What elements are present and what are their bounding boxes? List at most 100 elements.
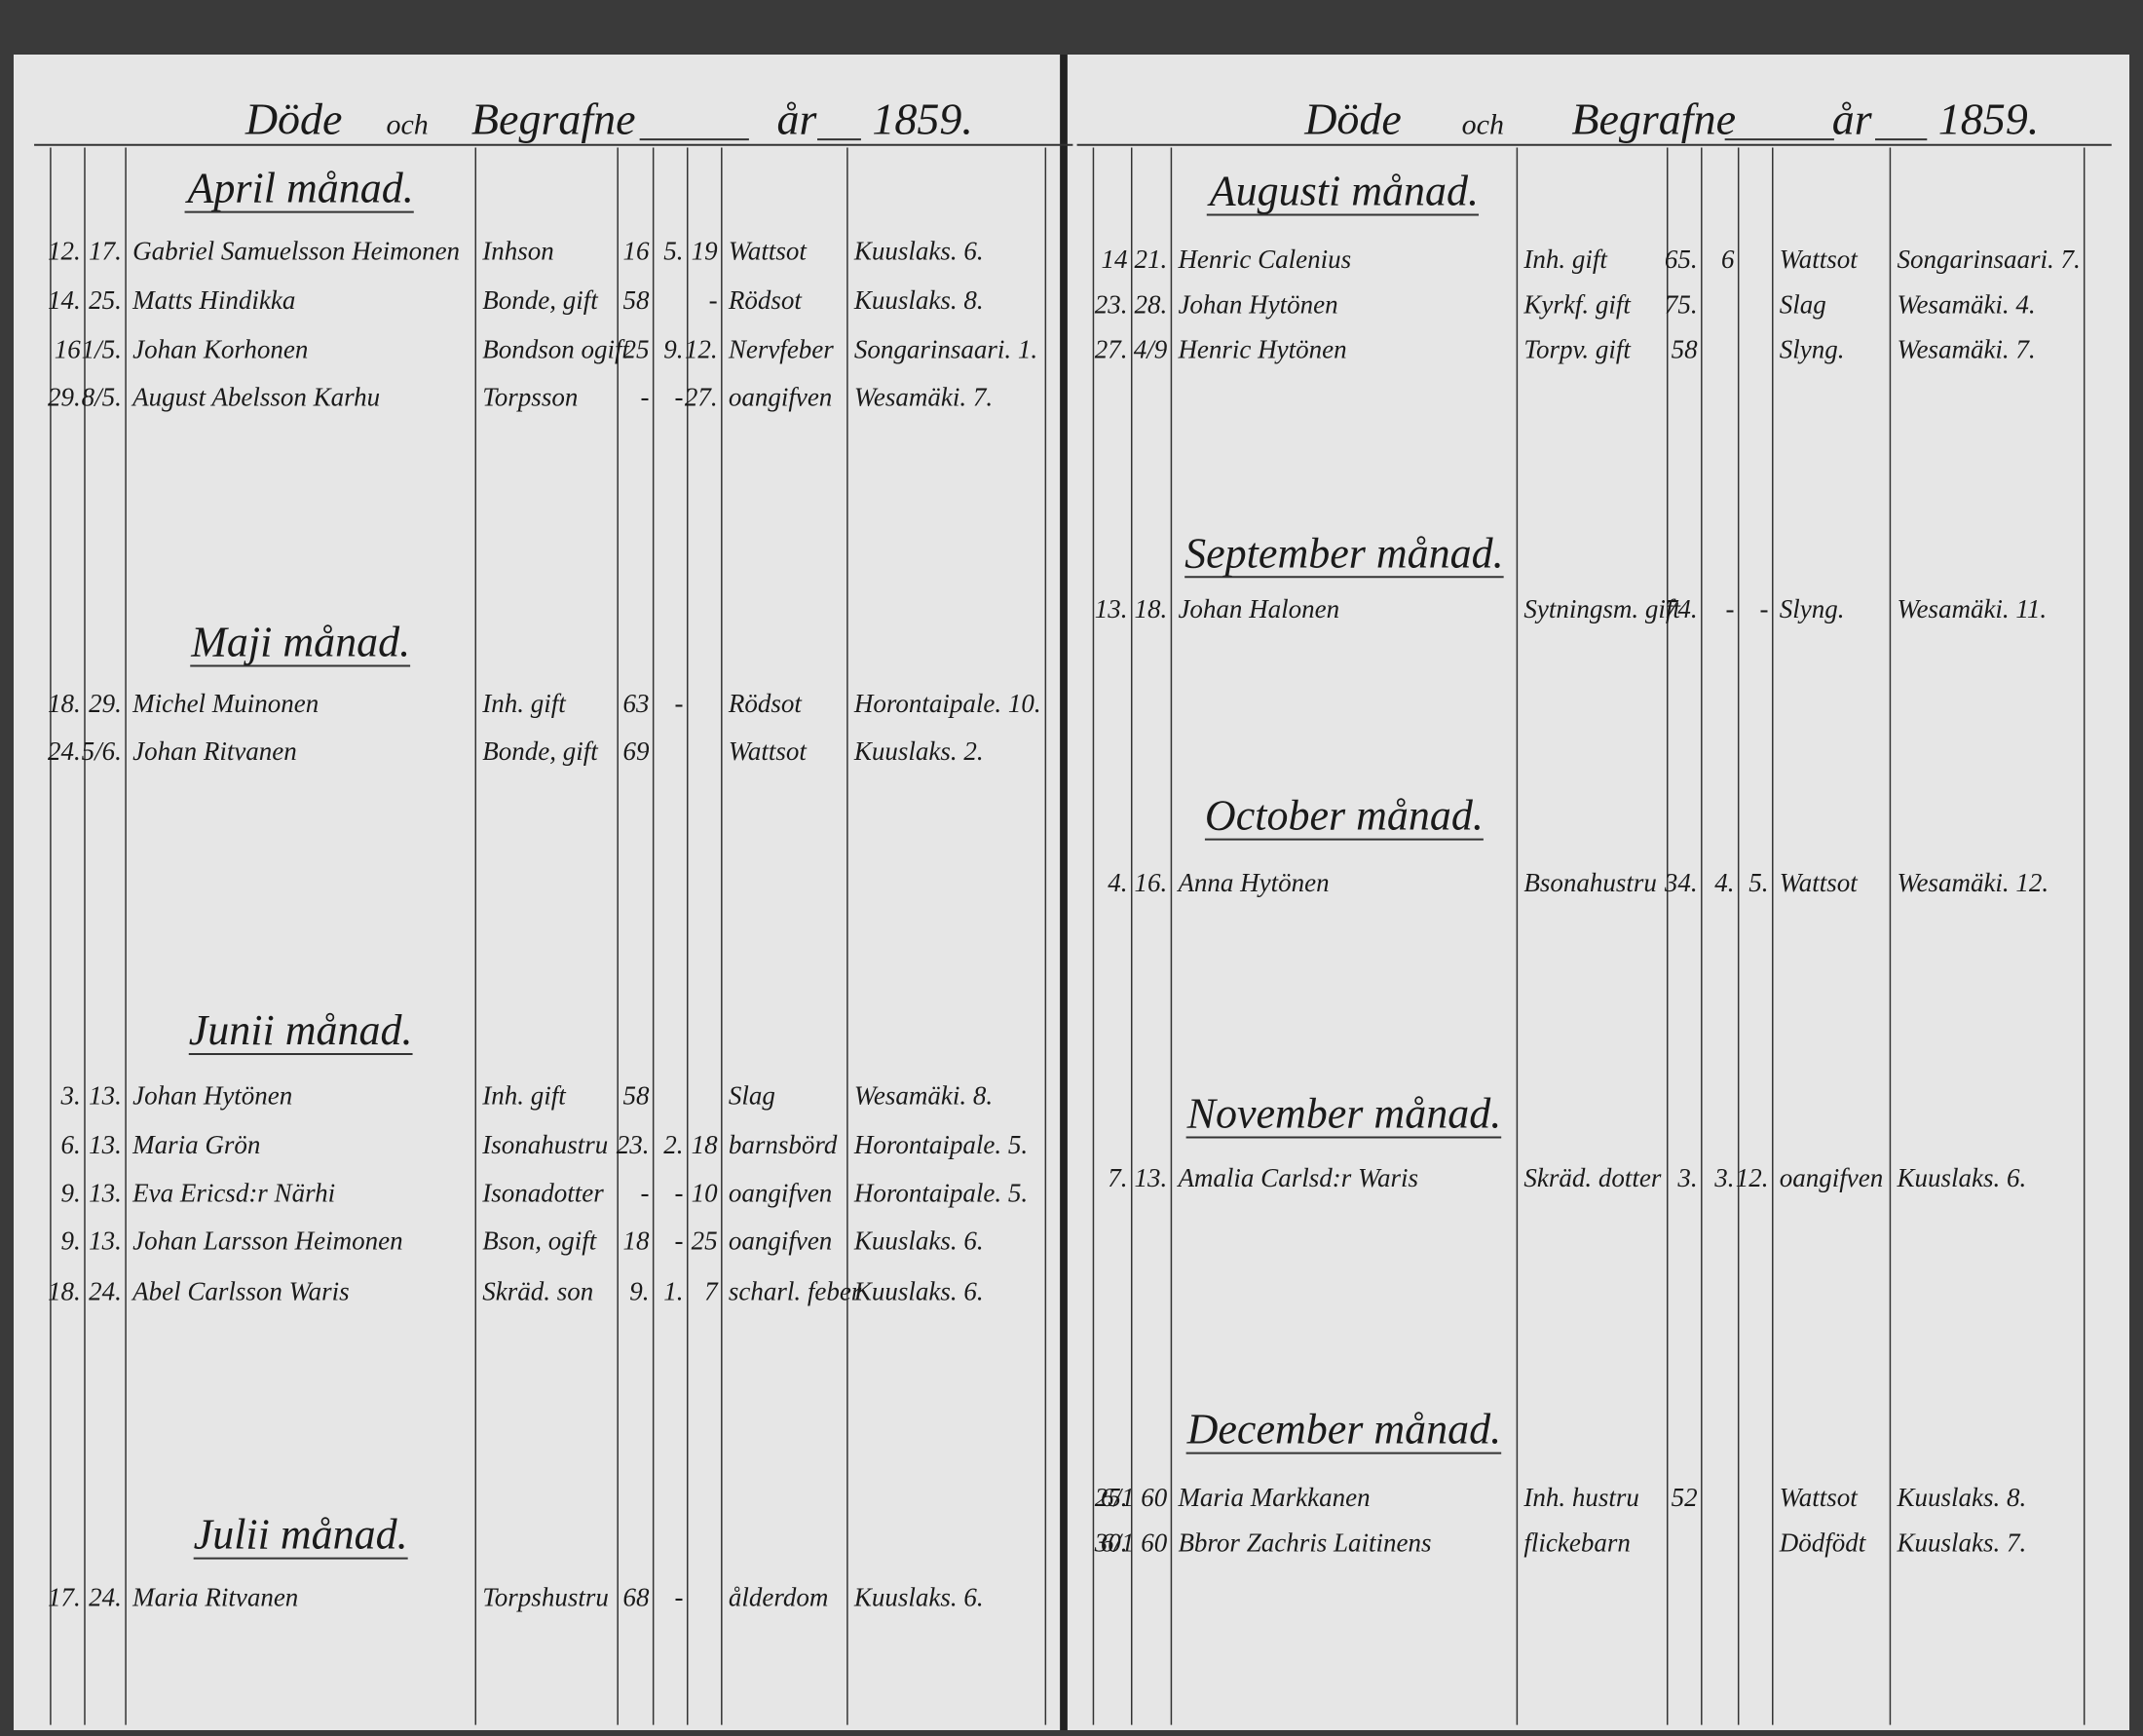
month-title: December månad. [1186, 1406, 1502, 1453]
cell-status: Skräd. dotter [1523, 1163, 1661, 1192]
cell-death: 6. [61, 1130, 81, 1159]
cell-months: - [675, 689, 684, 718]
cell-death: 25. [1095, 1483, 1128, 1512]
cell-name: Johan Larsson Heimonen [132, 1226, 403, 1255]
cell-burial: 25. [89, 285, 122, 315]
cell-name: Henric Calenius [1177, 245, 1351, 274]
cell-death: 17. [48, 1583, 81, 1612]
cell-days: 18 [692, 1130, 719, 1159]
cell-status: Inh. gift [481, 1081, 567, 1111]
cell-cause: Wattsot [729, 736, 808, 766]
cell-months: - [675, 1583, 684, 1612]
left-page [14, 55, 1060, 1730]
header-buried: Begrafne [471, 94, 636, 144]
cell-status: Inh. hustru [1523, 1483, 1639, 1512]
cell-name: Eva Ericsd:r Närhi [132, 1178, 335, 1207]
cell-cause: barnsbörd [729, 1130, 838, 1159]
cell-years: 74. [1665, 594, 1698, 623]
cell-days: 19 [692, 237, 719, 266]
cell-village: Kuuslaks. 8. [853, 285, 984, 315]
cell-burial: 6/1 60 [1101, 1483, 1168, 1512]
cell-village: Wesamäki. 7. [854, 383, 993, 412]
cell-cause: Wattsot [1780, 245, 1860, 274]
cell-months: - [1725, 594, 1734, 623]
cell-days: 5. [1748, 868, 1768, 897]
cell-name: Johan Hytönen [1178, 289, 1337, 319]
cell-village: Wesamäki. 4. [1897, 289, 2035, 319]
cell-months: - [675, 383, 684, 412]
cell-burial: 29. [89, 689, 122, 718]
cell-years: 65. [1665, 245, 1698, 274]
cell-burial: 8/5. [82, 383, 122, 412]
cell-cause: Wattsot [1780, 1483, 1860, 1512]
cell-burial: 28. [1134, 289, 1167, 319]
cell-cause: Rödsot [728, 285, 804, 315]
cell-name: Maria Grön [132, 1130, 260, 1159]
cell-years: 34. [1664, 868, 1698, 897]
cell-cause: oangifven [729, 1226, 832, 1255]
cell-days: 12. [685, 335, 718, 364]
month-title: Junii månad. [189, 1006, 413, 1054]
cell-death: 24. [48, 736, 81, 766]
cell-years: 18 [622, 1226, 650, 1255]
cell-days: 12. [1736, 1163, 1769, 1192]
cell-status: Torpv. gift [1523, 335, 1632, 364]
cell-burial: 24. [89, 1583, 122, 1612]
cell-burial: 13. [1134, 1163, 1167, 1192]
month-title: Julii månad. [194, 1511, 408, 1559]
cell-name: Michel Muinonen [132, 689, 319, 718]
cell-village: Songarinsaari. 7. [1897, 245, 2080, 274]
header-year: 1859. [872, 94, 973, 144]
cell-name: Johan Ritvanen [132, 736, 297, 766]
cell-burial: 13. [89, 1226, 122, 1255]
cell-years: 16 [622, 237, 650, 266]
cell-cause: Slag [729, 1081, 775, 1111]
month-title: April månad. [185, 165, 414, 212]
cell-burial: 6/1 60 [1101, 1528, 1168, 1557]
cell-years: 63 [622, 689, 649, 718]
cell-status: Isonadotter [481, 1178, 604, 1207]
cell-name: Johan Hytönen [132, 1081, 292, 1111]
cell-name: Bbror Zachris Laitinens [1178, 1528, 1431, 1557]
cell-village: Wesamäki. 12. [1897, 868, 2049, 897]
cell-years: 75. [1665, 289, 1698, 319]
cell-death: 9. [61, 1226, 81, 1255]
cell-burial: 13. [89, 1081, 122, 1111]
cell-village: Horontaipale. 5. [853, 1130, 1028, 1159]
cell-status: Kyrkf. gift [1523, 289, 1632, 319]
cell-status: Skräd. son [482, 1276, 593, 1305]
cell-status: Torpsson [482, 383, 578, 412]
cell-months: 9. [663, 335, 683, 364]
cell-village: Kuuslaks. 6. [853, 1276, 984, 1305]
cell-village: Wesamäki. 8. [854, 1081, 993, 1111]
cell-years: 25 [622, 335, 649, 364]
cell-days: - [1760, 594, 1769, 623]
header-year-label: år [1832, 94, 1873, 144]
header-and: och [1462, 109, 1504, 141]
cell-burial: 21. [1134, 245, 1167, 274]
cell-name: Henric Hytönen [1177, 335, 1346, 364]
cell-burial: 17. [89, 237, 122, 266]
cell-years: 3. [1676, 1163, 1697, 1192]
cell-name: August Abelsson Karhu [131, 383, 380, 412]
cell-years: 9. [629, 1276, 649, 1305]
cell-years: - [640, 1178, 649, 1207]
cell-years: 58 [1672, 335, 1699, 364]
cell-cause: Wattsot [1780, 868, 1860, 897]
cell-cause: Nervfeber [728, 335, 834, 364]
cell-death: 29. [48, 383, 81, 412]
cell-burial: 5/6. [82, 736, 122, 766]
cell-name: Maria Markkanen [1177, 1483, 1370, 1512]
month-title: Augusti månad. [1207, 167, 1479, 214]
cell-name: Abel Carlsson Waris [131, 1276, 350, 1305]
cell-village: Wesamäki. 11. [1897, 594, 2047, 623]
cell-status: Bsonahustru [1523, 868, 1657, 897]
cell-years: 69 [622, 736, 650, 766]
cell-name: Johan Korhonen [132, 335, 308, 364]
cell-years: 58 [622, 285, 650, 315]
cell-death: 14. [48, 285, 81, 315]
cell-years: 58 [622, 1081, 650, 1111]
cell-months: 5. [663, 237, 683, 266]
cell-death: 3. [60, 1081, 81, 1111]
